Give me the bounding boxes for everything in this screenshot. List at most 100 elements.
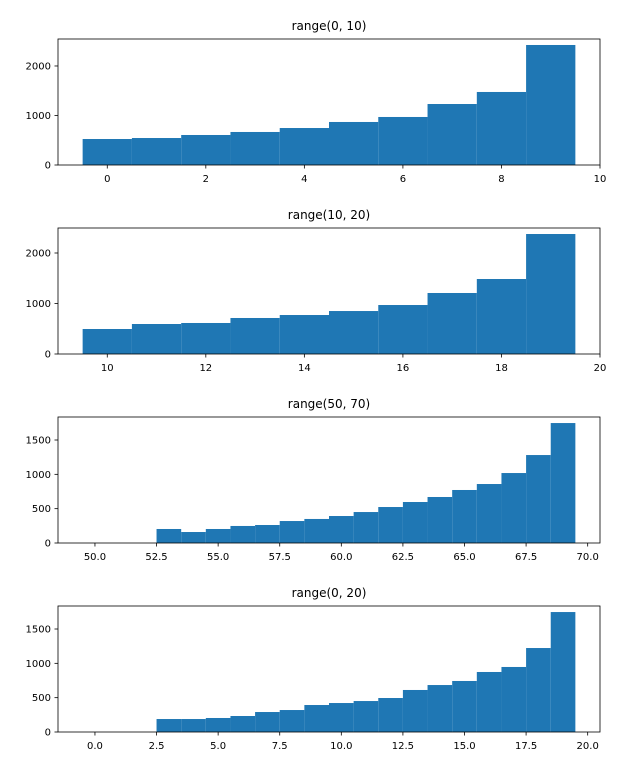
bar [255,525,280,543]
x-tick-label: 52.5 [145,552,167,563]
y-tick-label: 1000 [26,659,51,670]
x-tick-label: 50.0 [84,552,106,563]
bar [476,279,527,354]
bar [304,518,329,543]
x-tick-label: 8 [498,174,504,185]
bar [378,116,428,165]
bar [353,512,379,543]
bar [427,496,453,543]
bar [526,648,551,732]
bar [279,521,305,543]
bar [181,719,206,732]
y-tick-label: 0 [45,728,51,739]
x-tick-label: 16 [397,363,410,374]
y-tick-label: 1500 [26,625,51,636]
bar [427,292,477,354]
bar [550,423,576,543]
subplot: range(0, 20) 0.0 2.5 5.0 7.5 10.0 12.5 15.0 17.5… [26,586,601,752]
bar [279,128,329,165]
x-tick-label: 2 [203,174,209,185]
bar [205,528,231,543]
bar [279,315,329,354]
bar [205,717,231,732]
x-tick-label: 5.0 [210,741,226,752]
subplot-title: range(0, 20) [292,586,367,600]
bar [402,689,428,732]
bar [526,44,576,165]
x-tick-label: 65.0 [453,552,475,563]
x-tick-label: 12 [199,363,212,374]
bar [230,716,256,732]
x-tick-label: 7.5 [272,741,288,752]
subplot: range(10, 20) 10 12 14 16 18 20 0 1000 2000 [26,208,607,374]
bar [82,329,132,354]
bar [452,680,477,732]
subplot: range(50, 70) 50.0 52.5 55.0 57.5 60.0 62.5 65.… [26,397,601,563]
bar [378,305,428,354]
bar [550,612,576,732]
bar [181,322,231,354]
y-tick-label: 0 [45,161,51,172]
bar [526,455,551,543]
y-tick-label: 0 [45,350,51,361]
bar [427,104,477,165]
bar [82,139,132,165]
bar [156,719,182,732]
x-tick-label: 12.5 [392,741,414,752]
y-tick-label: 1000 [26,470,51,481]
x-tick-label: 18 [495,363,508,374]
bar [181,134,231,165]
bar [353,701,379,732]
bar [230,525,256,543]
x-tick-label: 2.5 [149,741,165,752]
bar [156,528,182,543]
x-tick-label: 62.5 [392,552,414,563]
bar [131,324,182,354]
bar [131,138,182,165]
y-tick-label: 2000 [26,61,51,72]
subplot-title: range(0, 10) [292,19,367,33]
bar [476,671,502,732]
bar [230,131,280,165]
y-tick-label: 1000 [26,299,51,310]
axes-frame [57,227,601,355]
x-tick-label: 20 [594,363,607,374]
x-tick-label: 0 [104,174,110,185]
x-tick-label: 17.5 [515,741,537,752]
bar [476,91,527,165]
bar [378,698,403,732]
subplot-title: range(50, 70) [288,397,370,411]
x-tick-label: 4 [301,174,307,185]
bar [427,685,453,732]
x-tick-label: 57.5 [269,552,291,563]
x-tick-label: 60.0 [330,552,352,563]
bar [181,532,206,543]
bar [378,507,403,543]
bar [476,484,502,543]
y-tick-label: 500 [32,693,51,704]
bar [526,234,576,354]
bar [501,473,527,543]
y-tick-label: 0 [45,539,51,550]
x-tick-label: 55.0 [207,552,229,563]
bar [230,317,280,354]
bar [402,502,428,543]
x-tick-label: 67.5 [515,552,537,563]
x-tick-label: 70.0 [577,552,599,563]
x-tick-label: 10.0 [330,741,352,752]
bar [279,710,305,732]
y-tick-label: 2000 [26,248,51,259]
axes-frame [57,605,601,733]
x-tick-label: 6 [400,174,406,185]
y-tick-label: 500 [32,504,51,515]
x-tick-label: 14 [298,363,311,374]
bar [329,121,379,165]
bar [329,516,354,543]
y-tick-label: 1500 [26,436,51,447]
axes-frame [57,416,601,544]
bar [329,311,379,354]
x-tick-label: 20.0 [577,741,599,752]
x-tick-label: 15.0 [453,741,475,752]
x-tick-label: 10 [594,174,607,185]
